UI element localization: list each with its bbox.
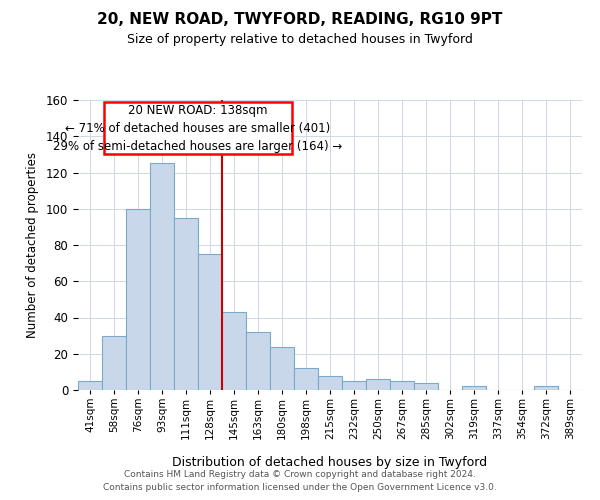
Bar: [126, 209, 150, 390]
Bar: [78, 381, 102, 390]
Text: 20 NEW ROAD: 138sqm
← 71% of detached houses are smaller (401)
29% of semi-detac: 20 NEW ROAD: 138sqm ← 71% of detached ho…: [53, 104, 343, 152]
Text: Size of property relative to detached houses in Twyford: Size of property relative to detached ho…: [127, 32, 473, 46]
Bar: [150, 164, 174, 390]
Bar: [318, 376, 342, 390]
FancyBboxPatch shape: [104, 102, 292, 154]
Text: Distribution of detached houses by size in Twyford: Distribution of detached houses by size …: [172, 456, 488, 469]
Bar: [294, 368, 318, 390]
Text: Contains HM Land Registry data © Crown copyright and database right 2024.
Contai: Contains HM Land Registry data © Crown c…: [103, 470, 497, 492]
Bar: [198, 254, 222, 390]
Bar: [462, 386, 486, 390]
Bar: [102, 336, 126, 390]
Bar: [342, 381, 366, 390]
Bar: [366, 379, 390, 390]
Bar: [270, 346, 294, 390]
Bar: [174, 218, 198, 390]
Y-axis label: Number of detached properties: Number of detached properties: [26, 152, 39, 338]
Bar: [414, 383, 438, 390]
Text: 20, NEW ROAD, TWYFORD, READING, RG10 9PT: 20, NEW ROAD, TWYFORD, READING, RG10 9PT: [97, 12, 503, 28]
Bar: [390, 381, 414, 390]
Bar: [222, 312, 246, 390]
Bar: [246, 332, 270, 390]
Bar: [534, 386, 558, 390]
